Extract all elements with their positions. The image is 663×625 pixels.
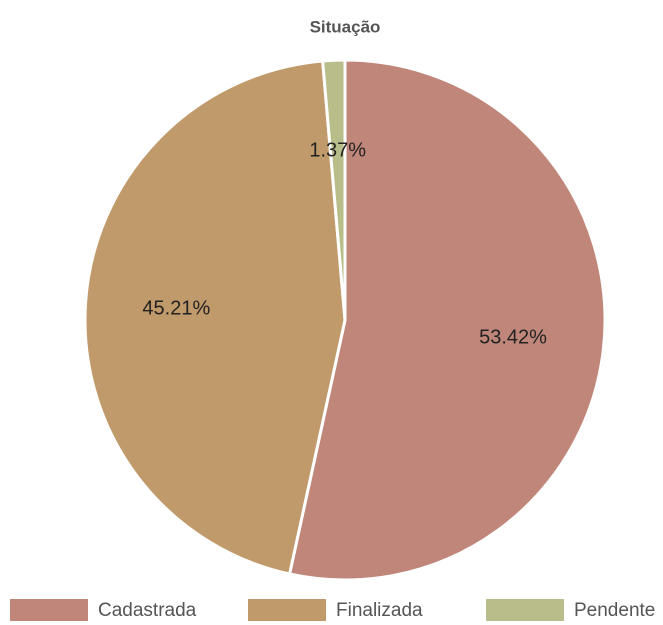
- pie-slice: [321, 58, 347, 321]
- legend-swatch: [486, 599, 564, 621]
- legend-label: Finalizada: [336, 600, 423, 621]
- legend-swatch: [248, 599, 326, 621]
- data-label: 45.21%: [142, 297, 210, 319]
- legend-label: Pendente: [574, 600, 655, 621]
- chart-title: Situação: [310, 17, 381, 36]
- legend-swatch: [10, 599, 88, 621]
- pie-slice: [287, 58, 607, 582]
- data-label: 1.37%: [309, 139, 366, 161]
- pie-slice: [83, 59, 347, 576]
- legend-label: Cadastrada: [98, 600, 197, 621]
- data-label: 53.42%: [479, 326, 547, 348]
